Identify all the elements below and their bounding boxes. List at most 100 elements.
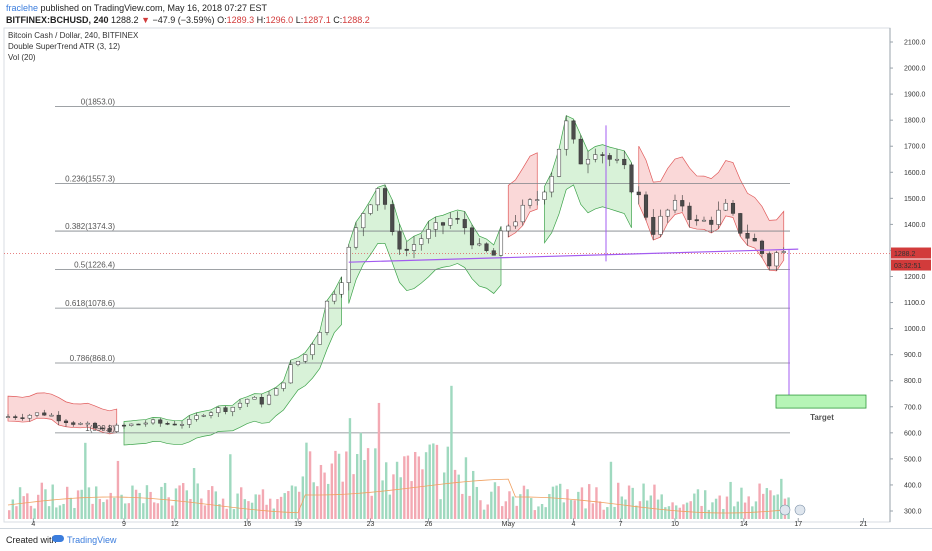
volume-bar — [98, 498, 102, 519]
candle-up — [324, 300, 330, 333]
candle-down — [571, 120, 576, 140]
volume-bar — [327, 483, 330, 519]
volume-bar — [366, 448, 370, 519]
volume-bar — [29, 505, 33, 519]
volume-bar — [765, 488, 769, 519]
volume-bar — [370, 495, 373, 519]
volume-bar — [265, 504, 268, 519]
candle-up — [252, 397, 257, 400]
volume-bar — [131, 485, 134, 519]
volume-bar — [105, 499, 109, 519]
volume-bar — [482, 509, 486, 519]
y-tick-label: 1800.0 — [904, 118, 926, 125]
volume-bar — [693, 493, 696, 519]
volume-bar — [432, 443, 435, 519]
volume-bar — [613, 506, 616, 519]
candle-down — [63, 420, 69, 423]
x-tick-label: 7 — [619, 521, 623, 528]
volume-bar — [87, 487, 91, 519]
volume-bar — [537, 506, 540, 519]
tradingview-brand-link[interactable]: TradingView — [67, 535, 117, 545]
volume-bar — [638, 501, 642, 519]
volume-bar — [493, 482, 497, 519]
low-value: 1287.1 — [303, 15, 331, 25]
author-link[interactable]: fraclehe — [6, 3, 39, 13]
x-tick-label: 4 — [572, 521, 576, 528]
candle-down — [694, 219, 699, 222]
volume-bar — [762, 493, 765, 519]
price-chart[interactable]: 2100.0 2000.0 1900.0 1800.0 1700.0 1600.0 1500… — [0, 0, 932, 528]
volume-bar — [758, 483, 761, 519]
volume-bar — [102, 502, 105, 519]
volume-bar — [479, 500, 482, 519]
candle-up — [150, 419, 156, 424]
candle-down — [121, 424, 127, 427]
y-tick-label: 1600.0 — [904, 170, 926, 177]
symbol-info: BITFINEX:BCHUSD, 240 1288.2 ▼ −47.9 (−3.… — [6, 15, 370, 25]
candle-down — [92, 422, 98, 429]
volume-bar — [740, 487, 743, 519]
candle-up — [187, 419, 192, 425]
candle-up — [672, 200, 678, 211]
volume-bar — [725, 496, 729, 519]
volume-bar — [772, 495, 776, 519]
x-tick-label: 12 — [171, 521, 179, 528]
candle-down — [738, 213, 743, 234]
volume-bar — [287, 491, 290, 519]
candle-down — [440, 222, 446, 226]
candle-down — [651, 217, 656, 235]
trendline — [348, 248, 799, 263]
volume-bar — [667, 506, 671, 519]
legend-volume[interactable]: Vol (20) — [8, 53, 36, 62]
candle-up — [201, 415, 206, 417]
candle-down — [600, 154, 605, 156]
y-tick-label: 1900.0 — [904, 92, 926, 99]
volume-bar — [519, 494, 522, 519]
candle-up — [498, 230, 504, 256]
fib-level-label: 0.5(1226.4) — [74, 261, 115, 270]
legend-indicator[interactable]: Double SuperTrend ATR (3, 12) — [8, 42, 121, 51]
volume-bar — [439, 499, 442, 519]
volume-bar — [341, 481, 344, 519]
volume-bar — [330, 463, 334, 519]
candle-down — [759, 240, 765, 254]
volume-bar — [163, 482, 167, 519]
candle-up — [774, 252, 779, 267]
candle-down — [484, 243, 489, 251]
volume-bar — [399, 477, 402, 519]
volume-bar — [714, 498, 718, 519]
volume-bar — [312, 482, 315, 519]
volume-bar — [167, 497, 170, 519]
volume-bar — [203, 505, 207, 519]
candle-up — [535, 199, 540, 201]
volume-bar — [504, 501, 508, 519]
volume-bar — [464, 457, 468, 519]
volume-bar — [279, 496, 283, 519]
candle-down — [636, 191, 641, 196]
volume-bar — [424, 452, 428, 519]
volume-bar — [337, 453, 341, 519]
volume-bar — [171, 505, 174, 519]
candle-down — [390, 204, 395, 232]
candle-up — [564, 120, 569, 150]
candle-down — [397, 231, 402, 250]
candle-up — [527, 199, 533, 206]
x-tick-label: 9 — [122, 521, 126, 528]
publish-info: fraclehe published on TradingView.com, M… — [6, 3, 267, 13]
candle-down — [730, 202, 736, 214]
volume-bar — [660, 494, 663, 519]
candle-up — [506, 225, 511, 232]
volume-bar — [356, 454, 359, 519]
volume-bar — [580, 487, 584, 519]
volume-bar — [533, 510, 537, 519]
volume-bar — [515, 505, 518, 519]
candle-up — [245, 398, 250, 404]
candle-up — [288, 364, 293, 384]
volume-ma-line — [7, 478, 784, 514]
volume-bar — [283, 493, 286, 519]
volume-bar — [736, 501, 740, 519]
volume-bar — [11, 499, 15, 519]
candle-down — [165, 423, 170, 425]
volume-bar — [254, 494, 257, 519]
x-tick-label: 21 — [860, 521, 868, 528]
